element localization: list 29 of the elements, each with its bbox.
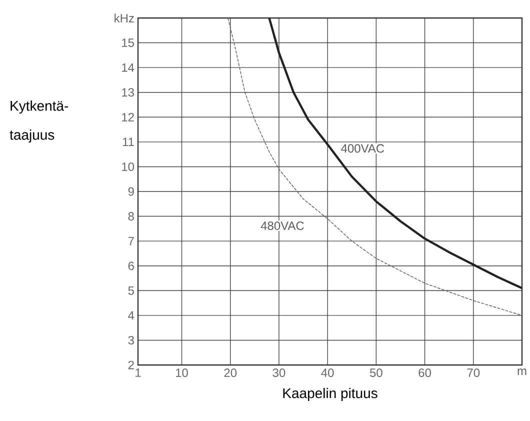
y-tick-label: 13 [122, 88, 134, 97]
y-tick-label: 11 [122, 138, 134, 146]
y-tick-label: 8 [128, 212, 134, 221]
x-tick-label: 40 [321, 368, 334, 378]
series-label: 480VAC [260, 222, 304, 230]
y-tick-label: 15 [122, 38, 134, 47]
x-tick-label: 60 [418, 368, 431, 378]
x-axis-title: Kaapelin pituus [283, 388, 378, 401]
x-tick-label: 10 [176, 368, 188, 378]
y-tick-label: 7 [128, 236, 134, 246]
line-series [228, 18, 522, 316]
y-tick-label: 14 [122, 63, 134, 72]
y-tick-label: 10 [122, 162, 134, 171]
y-tick-label: kHz [114, 14, 134, 22]
x-tick-label: 20 [224, 368, 237, 378]
y-axis-title: Kytkentä-taajuus [10, 100, 68, 143]
y-tick-label: 5 [128, 286, 134, 295]
y-tick-label: 3 [128, 336, 134, 344]
x-tick-label: 50 [370, 368, 382, 378]
y-tick-label: 9 [128, 187, 134, 196]
x-tick-label: 1 [136, 368, 141, 377]
y-tick-label: 4 [128, 311, 134, 320]
x-tick-label: m [518, 368, 526, 375]
y-tick-label: 6 [128, 262, 134, 270]
x-tick-label: 70 [467, 368, 480, 378]
x-tick-label: 30 [272, 368, 286, 378]
series-label: 400VAC [341, 144, 384, 153]
y-tick-label: 12 [122, 112, 134, 122]
y-tick-label: 2 [128, 360, 134, 370]
